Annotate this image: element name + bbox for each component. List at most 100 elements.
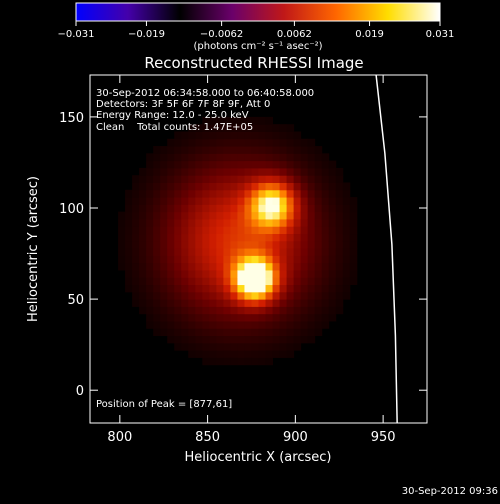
heatmap-cell bbox=[307, 182, 316, 191]
heatmap-cell bbox=[174, 269, 182, 278]
heatmap-cell bbox=[342, 284, 351, 293]
heatmap-cell bbox=[328, 277, 337, 286]
heatmap-cell bbox=[139, 277, 147, 286]
heatmap-cell bbox=[349, 277, 358, 286]
heatmap-cell bbox=[265, 167, 274, 176]
heatmap-cell bbox=[209, 182, 217, 191]
heatmap-cell bbox=[244, 233, 252, 242]
heatmap-cell bbox=[237, 291, 245, 300]
heatmap-cell bbox=[307, 138, 316, 147]
heatmap-cell bbox=[146, 204, 154, 213]
heatmap-cell bbox=[209, 211, 217, 220]
heatmap-cell bbox=[314, 226, 323, 235]
heatmap-cell bbox=[153, 167, 161, 176]
heatmap-cell bbox=[237, 248, 245, 256]
heatmap-cell bbox=[195, 204, 203, 213]
heatmap-cell bbox=[139, 248, 147, 256]
heatmap-cell bbox=[230, 211, 238, 220]
heatmap-cell bbox=[188, 211, 196, 220]
heatmap-cell bbox=[174, 328, 182, 337]
heatmap-cell bbox=[328, 204, 337, 213]
heatmap-cell bbox=[237, 328, 245, 337]
heatmap-cell bbox=[223, 226, 231, 235]
heatmap-cell bbox=[181, 175, 189, 183]
heatmap-cell bbox=[202, 197, 210, 205]
heatmap-cell bbox=[146, 189, 154, 198]
heatmap-cell bbox=[272, 182, 281, 191]
heatmap-cell bbox=[244, 313, 252, 322]
heatmap-cell bbox=[279, 218, 288, 227]
heatmap-cell bbox=[132, 233, 140, 242]
heatmap-cell bbox=[167, 167, 175, 176]
heatmap-cell bbox=[244, 211, 252, 220]
heatmap-cell bbox=[181, 182, 189, 191]
heatmap-cell bbox=[195, 262, 203, 271]
heatmap-cell bbox=[279, 226, 288, 235]
heatmap-cell bbox=[335, 240, 344, 249]
heatmap-cell bbox=[258, 131, 267, 140]
heatmap-cell bbox=[202, 269, 210, 278]
colorbar-tick-label: 0.031 bbox=[426, 29, 455, 40]
heatmap-cell bbox=[307, 248, 316, 256]
heatmap-cell bbox=[188, 167, 196, 176]
heatmap-cell bbox=[216, 313, 224, 322]
heatmap-cell bbox=[335, 204, 344, 213]
heatmap-cell bbox=[125, 204, 133, 213]
heatmap-cell bbox=[300, 320, 309, 329]
heatmap-cell bbox=[265, 226, 274, 235]
heatmap-cell bbox=[181, 189, 189, 198]
heatmap-cell bbox=[265, 313, 274, 322]
heatmap-cell bbox=[153, 240, 161, 249]
heatmap-cell bbox=[328, 306, 337, 315]
heatmap-cell bbox=[160, 248, 168, 256]
heatmap-cell bbox=[167, 255, 175, 264]
heatmap-cell bbox=[181, 291, 189, 300]
heatmap-cell bbox=[321, 277, 330, 286]
heatmap-cell bbox=[265, 218, 274, 227]
heatmap-cell bbox=[251, 233, 259, 242]
heatmap-cell bbox=[125, 248, 133, 256]
heatmap-cell bbox=[293, 226, 302, 235]
heatmap-cell bbox=[181, 299, 189, 307]
heatmap-cell bbox=[265, 175, 274, 183]
heatmap-cell bbox=[160, 153, 168, 162]
heatmap-cell bbox=[349, 218, 358, 227]
colorbar-tick-label: −0.0062 bbox=[200, 29, 243, 40]
heatmap-cell bbox=[202, 124, 210, 132]
heatmap-cell bbox=[139, 197, 147, 205]
heatmap-cell bbox=[335, 269, 344, 278]
heatmap-cell bbox=[258, 153, 267, 162]
heatmap-cell bbox=[209, 218, 217, 227]
heatmap-cell bbox=[195, 153, 203, 162]
heatmap-cell bbox=[286, 291, 295, 300]
heatmap-cell bbox=[286, 124, 295, 132]
heatmap-cell bbox=[265, 233, 274, 242]
heatmap-cell bbox=[300, 328, 309, 337]
heatmap-cell bbox=[167, 138, 175, 147]
heatmap-cell bbox=[244, 269, 252, 278]
heatmap-cell bbox=[237, 255, 245, 264]
heatmap-cell bbox=[230, 240, 238, 249]
heatmap-cell bbox=[209, 233, 217, 242]
heatmap-cell bbox=[244, 175, 252, 183]
heatmap-cell bbox=[223, 269, 231, 278]
heatmap-cell bbox=[132, 182, 140, 191]
heatmap-cell bbox=[293, 277, 302, 286]
heatmap-cell bbox=[244, 226, 252, 235]
heatmap-cell bbox=[342, 218, 351, 227]
heatmap-cell bbox=[300, 233, 309, 242]
heatmap-cell bbox=[279, 277, 288, 286]
heatmap-cell bbox=[258, 357, 267, 366]
heatmap-cell bbox=[279, 248, 288, 256]
heatmap-cell bbox=[167, 211, 175, 220]
heatmap-cell bbox=[279, 197, 288, 205]
heatmap-cell bbox=[335, 262, 344, 271]
heatmap-cell bbox=[293, 131, 302, 140]
heatmap-cell bbox=[237, 175, 245, 183]
heatmap-cell bbox=[272, 350, 281, 358]
y-axis-ticks: 0 50 100 150 bbox=[59, 111, 427, 399]
heatmap-cell bbox=[146, 291, 154, 300]
heatmap-cell bbox=[195, 284, 203, 293]
heatmap-cell bbox=[174, 262, 182, 271]
heatmap-cell bbox=[132, 284, 140, 293]
